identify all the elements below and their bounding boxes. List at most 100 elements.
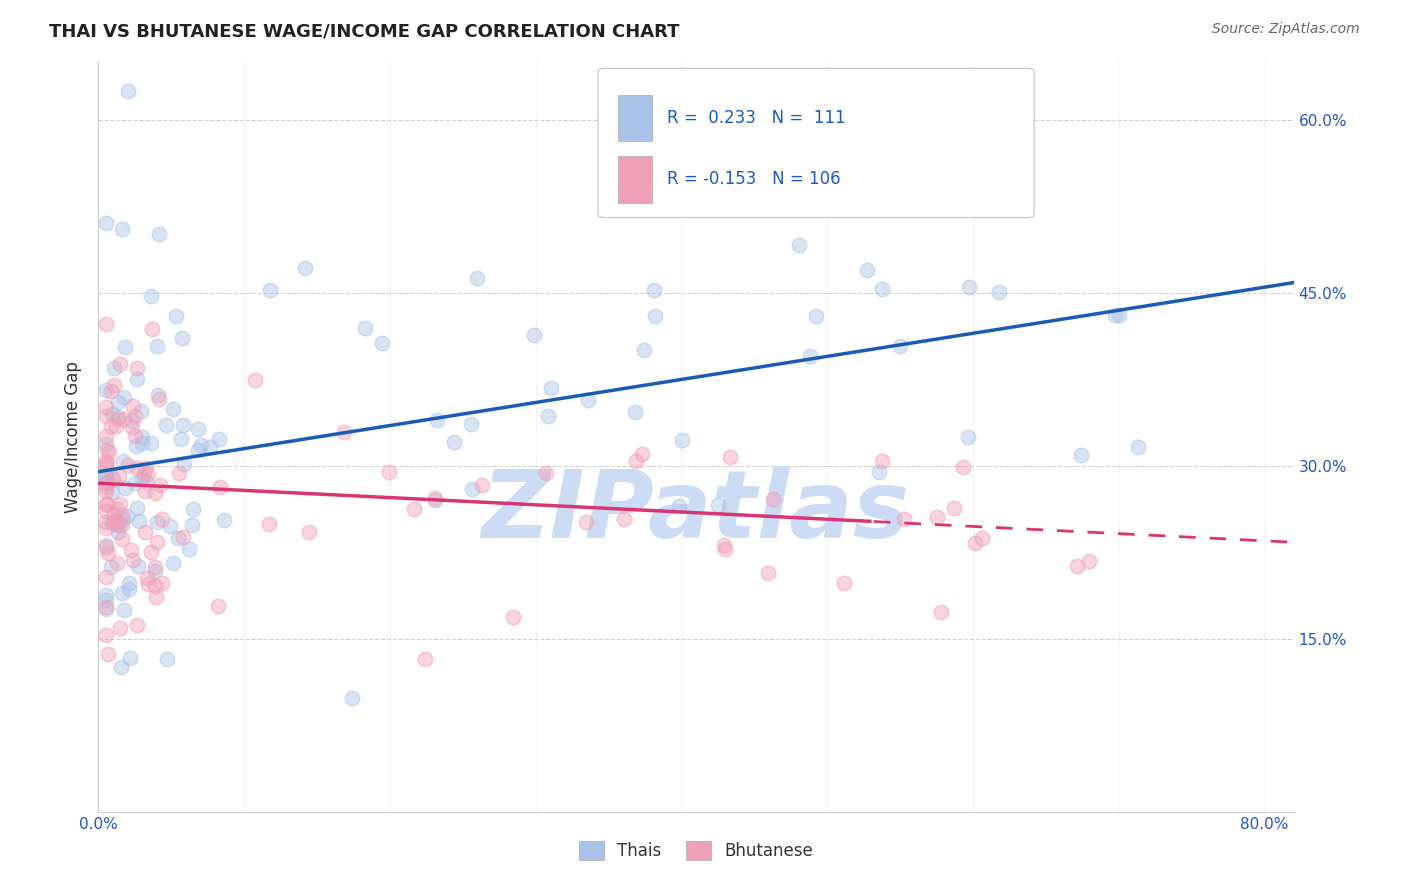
Point (124, 428, 146, 442)
Point (107, 411, 129, 425)
Point (259, 284, 281, 298)
Point (94, 504, 117, 518)
Point (957, 280, 980, 294)
Point (114, 340, 136, 354)
Point (94, 569, 117, 583)
Point (502, 610, 524, 624)
Point (134, 460, 156, 475)
Point (94, 521, 117, 535)
Bar (619, 156, 652, 202)
Point (110, 621, 132, 635)
Point (423, 491, 446, 506)
Point (96, 647, 118, 661)
Point (426, 412, 449, 426)
Point (127, 500, 149, 515)
Point (94, 471, 117, 485)
Point (187, 442, 209, 457)
Point (146, 388, 169, 402)
Point (167, 531, 190, 545)
Point (108, 497, 131, 511)
Point (120, 651, 142, 665)
Point (799, 349, 821, 363)
Point (121, 419, 143, 434)
Point (460, 417, 482, 431)
Point (118, 576, 141, 591)
Text: ZIPatlas: ZIPatlas (482, 466, 910, 558)
Legend: Thais, Bhutanese: Thais, Bhutanese (572, 835, 820, 867)
Point (105, 501, 128, 516)
Point (787, 238, 810, 252)
Point (143, 579, 166, 593)
Point (117, 458, 139, 472)
Point (122, 399, 145, 413)
Point (209, 480, 232, 494)
Point (107, 516, 129, 531)
Bar (619, 95, 652, 141)
Point (1128, 440, 1150, 454)
Point (172, 331, 194, 345)
Point (117, 508, 139, 523)
Point (141, 436, 163, 450)
Point (1104, 308, 1126, 322)
Point (423, 493, 446, 508)
Point (134, 524, 156, 539)
Point (131, 430, 153, 444)
Point (540, 381, 562, 395)
Point (333, 425, 356, 439)
Point (104, 418, 127, 433)
Point (149, 478, 172, 492)
Point (668, 499, 690, 513)
Point (110, 585, 132, 599)
Point (145, 590, 167, 604)
Point (100, 384, 122, 398)
Point (963, 536, 986, 550)
Point (124, 409, 146, 423)
Point (1078, 554, 1101, 568)
Point (107, 518, 129, 533)
Point (889, 339, 911, 353)
Point (713, 538, 735, 552)
Point (187, 422, 209, 436)
Point (94, 475, 117, 490)
Point (207, 599, 229, 614)
Point (893, 512, 915, 526)
Point (523, 327, 546, 342)
Point (103, 507, 125, 521)
Point (762, 491, 785, 506)
Point (869, 465, 891, 479)
Point (342, 691, 364, 706)
Point (134, 484, 156, 499)
Point (94, 516, 117, 530)
Point (127, 558, 149, 573)
Point (413, 652, 436, 666)
Point (146, 339, 169, 353)
Point (856, 263, 879, 277)
Point (103, 515, 125, 529)
Point (987, 285, 1010, 299)
Point (179, 542, 201, 557)
Point (155, 417, 177, 432)
Point (94, 627, 117, 641)
Point (150, 576, 173, 591)
Point (100, 559, 122, 574)
Point (143, 485, 166, 500)
Point (198, 440, 221, 454)
Point (172, 530, 194, 544)
Point (146, 535, 169, 549)
Point (170, 433, 193, 447)
Point (631, 446, 654, 460)
Point (148, 227, 170, 241)
Point (103, 377, 125, 392)
Point (467, 271, 489, 285)
Point (707, 498, 730, 512)
Point (100, 408, 122, 422)
Point (576, 393, 599, 408)
Point (94, 468, 117, 483)
Point (111, 532, 134, 546)
Point (166, 309, 188, 323)
Point (141, 544, 163, 558)
Point (96, 497, 118, 511)
Point (112, 412, 135, 426)
Point (173, 457, 195, 471)
Point (94, 457, 117, 471)
